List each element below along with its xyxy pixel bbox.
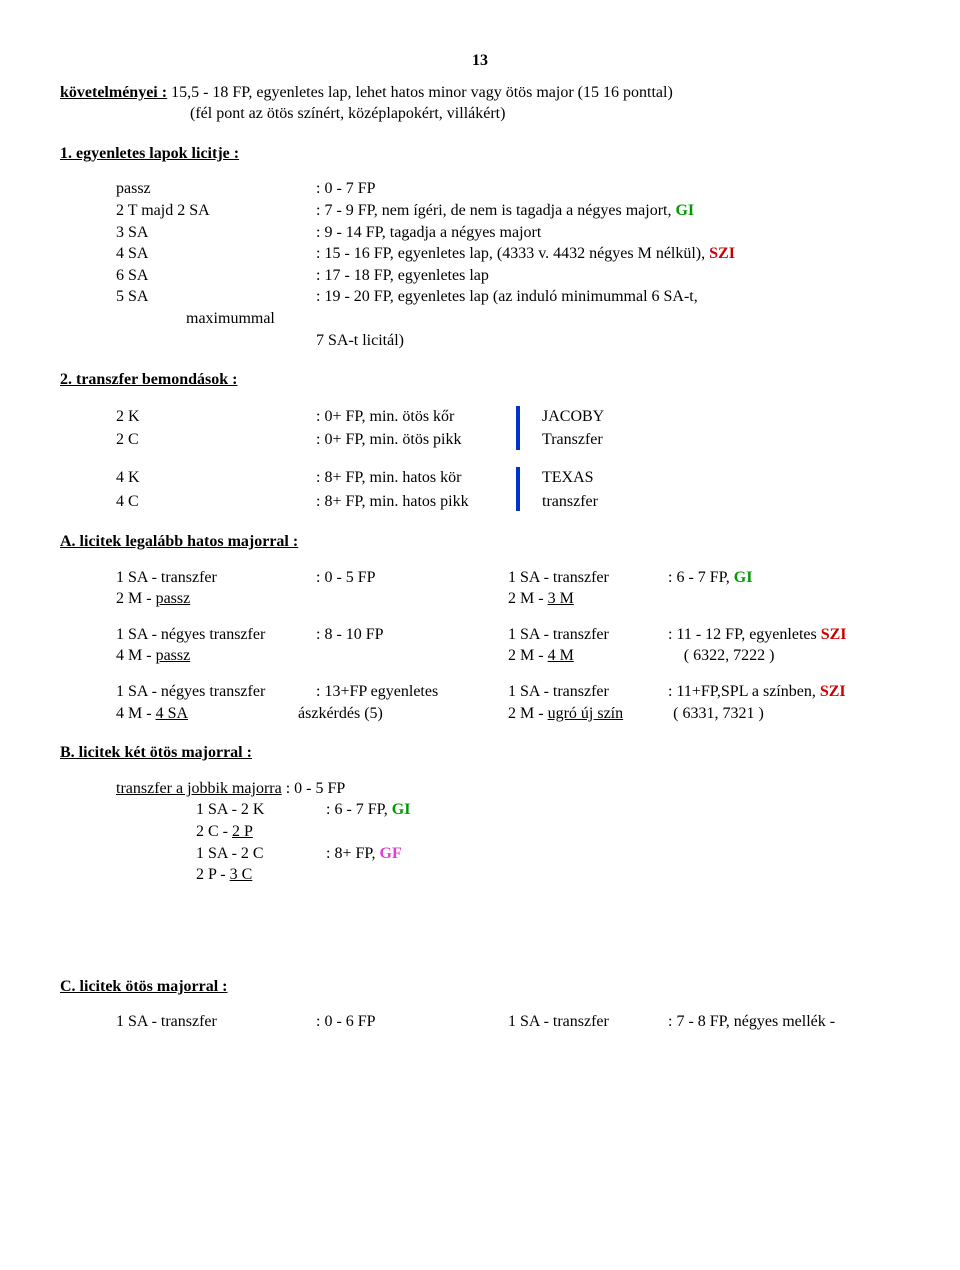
b2-r1a: 1 SA - transzfer <box>508 624 668 646</box>
sC-l1a: 1 SA - transzfer <box>116 1011 316 1033</box>
blue-bar-icon <box>516 467 520 511</box>
t1-l: 4 C <box>116 490 316 514</box>
section-B: B. licitek két ötös majorral : transzfer… <box>60 742 900 886</box>
sB-line1v: : 0 - 5 FP <box>282 780 346 797</box>
b2-l2u: passz <box>156 647 191 664</box>
b3-l2c: ászkérdés (5) <box>298 705 383 722</box>
b3-r2u: ugró új szín <box>548 705 624 722</box>
s1-r5-l: 5 SA <box>116 286 316 308</box>
req-sub: (fél pont az ötös színért, középlapokért… <box>60 103 900 125</box>
b2-r2a: 2 M - <box>508 647 548 664</box>
sB-r2u: 2 P <box>232 823 253 840</box>
sA-block1: 1 SA - transzfer: 0 - 5 FP 2 M - passz 1… <box>116 567 900 610</box>
sB-title: B. licitek két ötös majorral : <box>60 742 900 764</box>
sC-r1a: 1 SA - transzfer <box>508 1011 668 1033</box>
s1-r1-l: 2 T majd 2 SA <box>116 200 316 222</box>
s1-r3-v: : 15 - 16 FP, egyenletes lap, (4333 v. 4… <box>316 243 735 265</box>
j1-v: : 0+ FP, min. ötös pikk <box>316 428 516 452</box>
b2-l2: 4 M - <box>116 647 156 664</box>
t0-v: : 8+ FP, min. hatos kör <box>316 466 516 490</box>
b2-r2c: ( 6322, 7222 ) <box>684 647 775 664</box>
s1-r0-l: passz <box>116 178 316 200</box>
sC-r1b: : 7 - 8 FP, négyes mellék - <box>668 1013 835 1030</box>
b3-r2c: ( 6331, 7321 ) <box>673 705 764 722</box>
b3-r1b: : 11+FP,SPL a színben, SZI <box>668 683 846 700</box>
sA-block2: 1 SA - négyes transzfer: 8 - 10 FP 4 M -… <box>116 624 900 667</box>
s1-title: 1. egyenletes lapok licitje : <box>60 143 900 165</box>
t0-l: 4 K <box>116 466 316 490</box>
sA-block3: 1 SA - négyes transzfer: 13+FP egyenlete… <box>116 681 900 724</box>
b3-l2u: 4 SA <box>156 705 188 722</box>
sB-r1: 1 SA - 2 K <box>196 799 326 821</box>
s1-r4-v: : 17 - 18 FP, egyenletes lap <box>316 265 489 287</box>
b1-l2: 2 M - <box>116 590 156 607</box>
s1-r2-l: 3 SA <box>116 222 316 244</box>
b2-l1b: : 8 - 10 FP <box>316 626 384 643</box>
b3-r2a: 2 M - <box>508 705 548 722</box>
req-label: követelményei : <box>60 84 167 101</box>
sB-r3v: : 8+ FP, GF <box>326 845 402 862</box>
s1-max: maximummal <box>116 308 900 330</box>
b1-l2u: passz <box>156 590 191 607</box>
j0-l: 2 K <box>116 405 316 429</box>
b1-r2a: 2 M - <box>508 590 548 607</box>
requirements-block: követelményei : 15,5 - 18 FP, egyenletes… <box>60 82 900 125</box>
j0-v: : 0+ FP, min. ötös kőr <box>316 405 516 429</box>
j1-t: Transzfer <box>542 428 604 452</box>
s1-r2-v: : 9 - 14 FP, tagadja a négyes majort <box>316 222 541 244</box>
b2-l1a: 1 SA - négyes transzfer <box>116 624 316 646</box>
b3-l2: 4 M - <box>116 705 156 722</box>
b1-r1b: : 6 - 7 FP, GI <box>668 569 752 586</box>
j1-l: 2 C <box>116 428 316 452</box>
t0-t: TEXAS <box>542 466 598 490</box>
b1-r1a: 1 SA - transzfer <box>508 567 668 589</box>
blue-bar-icon <box>516 406 520 450</box>
t1-t: transzfer <box>542 490 598 514</box>
s2-title: 2. transzfer bemondások : <box>60 369 900 391</box>
sA-title: A. licitek legalább hatos majorral : <box>60 531 900 553</box>
jacoby-table: 2 K : 0+ FP, min. ötös kőr JACOBY 2 C : … <box>116 405 604 452</box>
texas-table: 4 K : 8+ FP, min. hatos kör TEXAS 4 C : … <box>116 466 598 513</box>
b2-r2u: 4 M <box>548 647 574 664</box>
t1-v: : 8+ FP, min. hatos pikk <box>316 490 516 514</box>
req-text: 15,5 - 18 FP, egyenletes lap, lehet hato… <box>167 84 673 101</box>
sB-line1: transzfer a jobbik majorra <box>116 780 282 797</box>
sC-title: C. licitek ötös majorral : <box>60 976 900 998</box>
s1-r4-l: 6 SA <box>116 265 316 287</box>
s1-r0-v: : 0 - 7 FP <box>316 178 376 200</box>
s1-r3-l: 4 SA <box>116 243 316 265</box>
sC-l1b: : 0 - 6 FP <box>316 1013 376 1030</box>
section-2: 2. transzfer bemondások : 2 K : 0+ FP, m… <box>60 369 900 513</box>
section-A: A. licitek legalább hatos majorral : 1 S… <box>60 531 900 724</box>
sB-r4u: 3 C <box>230 866 253 883</box>
s1-max2: 7 SA-t licitál) <box>116 330 900 352</box>
s1-r1-v: : 7 - 9 FP, nem ígéri, de nem is tagadja… <box>316 200 694 222</box>
b3-l1b: : 13+FP egyenletes <box>316 683 438 700</box>
b3-r1a: 1 SA - transzfer <box>508 681 668 703</box>
page-number: 13 <box>60 50 900 72</box>
b2-r1b: : 11 - 12 FP, egyenletes SZI <box>668 626 847 643</box>
s1-r5-v: : 19 - 20 FP, egyenletes lap (az induló … <box>316 286 698 308</box>
b1-l1b: : 0 - 5 FP <box>316 569 376 586</box>
section-1: 1. egyenletes lapok licitje : passz: 0 -… <box>60 143 900 351</box>
b1-r2u: 3 M <box>548 590 574 607</box>
b3-l1a: 1 SA - négyes transzfer <box>116 681 316 703</box>
sB-r1v: : 6 - 7 FP, GI <box>326 801 410 818</box>
sB-r4: 2 P - <box>196 866 230 883</box>
section-C: C. licitek ötös majorral : 1 SA - transz… <box>60 976 900 1033</box>
sB-r2: 2 C - <box>196 823 232 840</box>
j0-t: JACOBY <box>542 405 604 429</box>
b1-l1a: 1 SA - transzfer <box>116 567 316 589</box>
sB-r3: 1 SA - 2 C <box>196 843 326 865</box>
